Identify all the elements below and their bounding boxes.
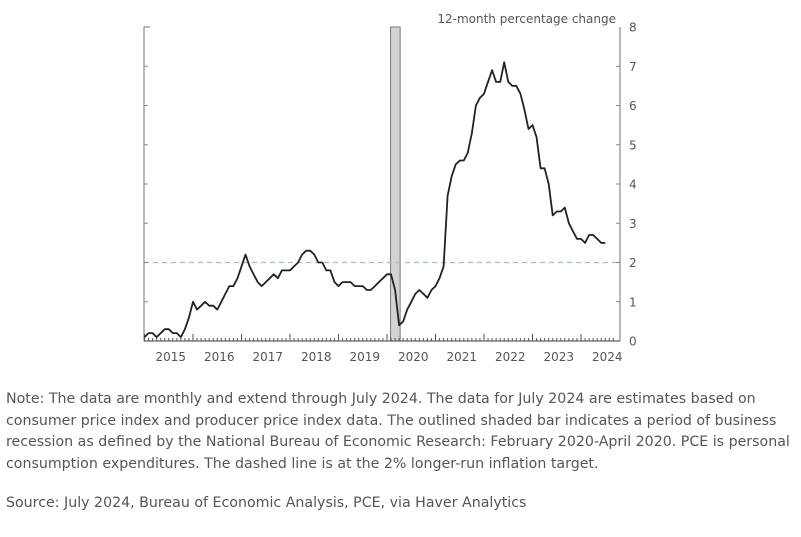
y-tick-label: 7 — [629, 60, 637, 74]
x-tick-label: 2018 — [301, 350, 332, 364]
series-layer — [143, 61, 606, 339]
y-tick-label: 2 — [629, 256, 637, 270]
axes: 0 1 2 3 4 5 6 7 8 2015 2016 2017 2018 2019 2020 2021 202… — [143, 21, 637, 364]
y-tick-label: 8 — [629, 21, 637, 35]
x-tick-label: 2023 — [543, 350, 574, 364]
y-tick-label: 4 — [629, 178, 637, 192]
chart-source: Source: July 2024, Bureau of Economic An… — [6, 495, 527, 511]
x-tick-label: 2020 — [398, 350, 429, 364]
y-tick-label: 5 — [629, 138, 637, 152]
series-line-pce — [143, 61, 606, 339]
y-tick-label: 1 — [629, 295, 637, 309]
y-tick-label: 0 — [629, 335, 637, 349]
x-tick-label: 2017 — [252, 350, 283, 364]
x-tick-label: 2021 — [446, 350, 477, 364]
y-tick-label: 6 — [629, 99, 637, 113]
x-tick-label: 2016 — [204, 350, 235, 364]
y-tick-label: 3 — [629, 217, 637, 231]
chart-note: Note: The data are monthly and extend th… — [6, 391, 790, 472]
x-tick-label: 2015 — [155, 350, 186, 364]
x-tick-label: 2019 — [349, 350, 380, 364]
x-tick-label: 2024 — [592, 350, 623, 364]
inflation-chart: 0 1 2 3 4 5 6 7 8 2015 2016 2017 2018 2019 2020 2021 202… — [143, 12, 637, 364]
x-tick-label: 2022 — [495, 350, 526, 364]
y-axis-title: 12-month percentage change — [437, 12, 616, 26]
